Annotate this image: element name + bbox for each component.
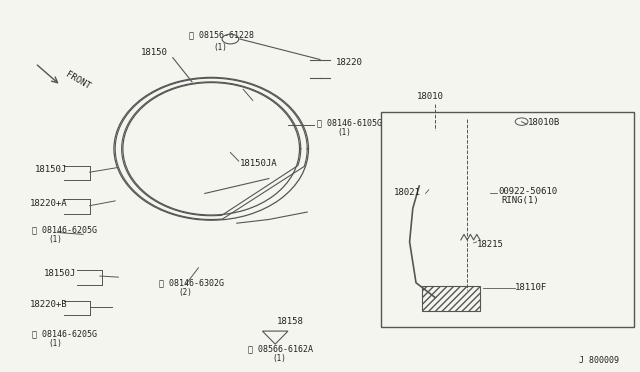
- Text: 18150J: 18150J: [35, 165, 67, 174]
- Text: FRONT: FRONT: [64, 70, 92, 91]
- Text: Ⓑ 08146-6302G: Ⓑ 08146-6302G: [159, 278, 224, 287]
- Text: 18150J: 18150J: [44, 269, 76, 278]
- Text: 18010: 18010: [417, 92, 444, 100]
- Text: Ⓑ 08146-6205G: Ⓑ 08146-6205G: [32, 225, 97, 234]
- Text: 18158: 18158: [276, 317, 303, 326]
- Text: 18150JA: 18150JA: [240, 158, 278, 167]
- Text: 18220: 18220: [336, 58, 363, 67]
- Text: (1): (1): [272, 354, 286, 363]
- Bar: [381, 112, 634, 327]
- Text: Ⓑ 08146-6205G: Ⓑ 08146-6205G: [32, 330, 97, 339]
- Text: J 800009: J 800009: [579, 356, 620, 365]
- Text: Ⓑ 08156-61228: Ⓑ 08156-61228: [189, 30, 254, 39]
- Text: (2): (2): [178, 288, 192, 296]
- Text: Ⓢ 08566-6162A: Ⓢ 08566-6162A: [248, 344, 314, 353]
- Text: RING(1): RING(1): [501, 196, 539, 205]
- Text: 18215: 18215: [477, 240, 504, 249]
- Text: (1): (1): [337, 128, 351, 137]
- Text: 18110F: 18110F: [515, 283, 547, 292]
- Text: 18010B: 18010B: [528, 118, 560, 126]
- Text: 18150: 18150: [141, 48, 168, 57]
- Text: 18021: 18021: [394, 188, 420, 197]
- Text: 18220+A: 18220+A: [30, 199, 68, 208]
- Text: (1): (1): [48, 339, 62, 348]
- Text: 00922-50610: 00922-50610: [498, 187, 557, 196]
- Bar: [422, 286, 480, 311]
- Text: (1): (1): [48, 235, 62, 244]
- Text: (1): (1): [213, 43, 227, 52]
- Text: 18220+B: 18220+B: [30, 300, 68, 309]
- Text: Ⓑ 08146-6105G: Ⓑ 08146-6105G: [317, 119, 382, 128]
